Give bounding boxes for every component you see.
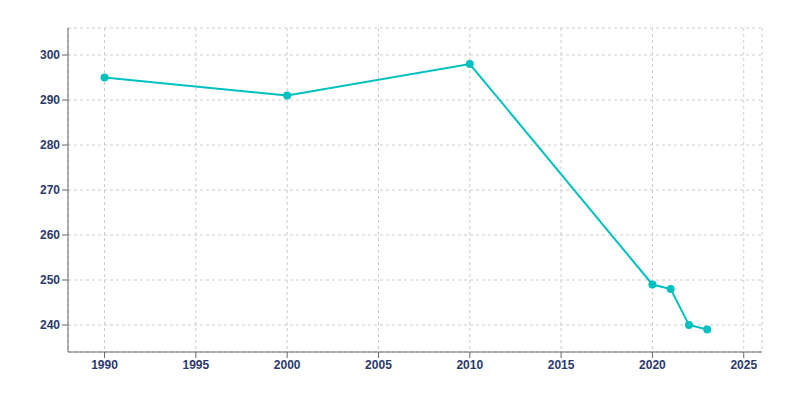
svg-text:280: 280 [40, 138, 60, 152]
svg-text:250: 250 [40, 273, 60, 287]
svg-text:2025: 2025 [730, 358, 757, 372]
svg-text:260: 260 [40, 228, 60, 242]
svg-text:1990: 1990 [91, 358, 118, 372]
svg-text:2020: 2020 [639, 358, 666, 372]
svg-text:2005: 2005 [365, 358, 392, 372]
svg-text:240: 240 [40, 318, 60, 332]
svg-text:1995: 1995 [182, 358, 209, 372]
svg-text:2015: 2015 [548, 358, 575, 372]
svg-text:270: 270 [40, 183, 60, 197]
svg-text:300: 300 [40, 48, 60, 62]
svg-text:2000: 2000 [274, 358, 301, 372]
svg-text:2010: 2010 [456, 358, 483, 372]
svg-text:290: 290 [40, 93, 60, 107]
